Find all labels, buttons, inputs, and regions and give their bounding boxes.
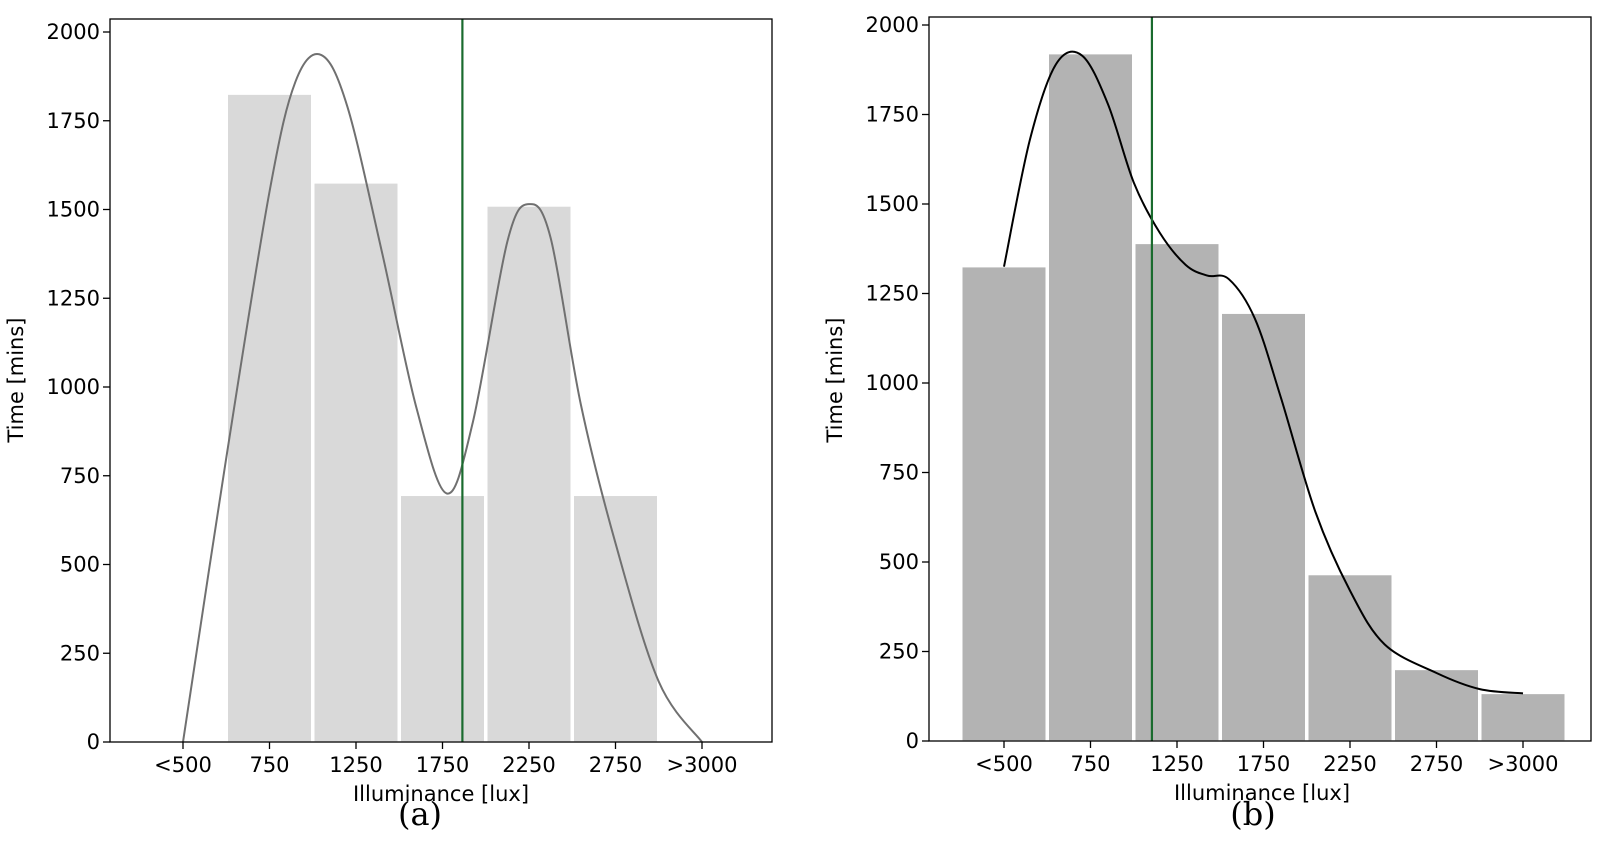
panel-b-bar-1 bbox=[1047, 52, 1134, 742]
panel-a-xtick-label-0: <500 bbox=[154, 753, 212, 777]
panel-a-xtick-label-5: 2750 bbox=[589, 753, 642, 777]
panel-a-ytick-label-2: 500 bbox=[60, 553, 100, 577]
panel-a-caption: (a) bbox=[398, 795, 442, 833]
panel-b-xtick-label-0: <500 bbox=[975, 752, 1033, 776]
panel-a: (a) Illuminance [lux] Time [mins] 0 250 50… bbox=[4, 18, 773, 833]
panel-b-ytick-label-3: 750 bbox=[879, 461, 919, 485]
panel-b-xtick-label-6: >3000 bbox=[1487, 752, 1558, 776]
panel-a-ytick-label-1: 250 bbox=[60, 641, 100, 665]
panel-b-xtick-label-1: 750 bbox=[1070, 752, 1110, 776]
panel-b-ytick-label-6: 1500 bbox=[866, 192, 919, 216]
panel-b-bar-0 bbox=[961, 265, 1047, 742]
panel-a-ytick-label-4: 1000 bbox=[47, 375, 100, 399]
panel-b-ytick-label-0: 0 bbox=[906, 729, 919, 753]
panel-b-xtick-label-3: 1750 bbox=[1237, 752, 1290, 776]
panel-a-xtick-label-6: >3000 bbox=[666, 753, 737, 777]
panel-a-xtick-label-2: 1250 bbox=[329, 753, 382, 777]
panel-a-bar-2 bbox=[399, 494, 486, 743]
panel-a-plot-frame bbox=[109, 18, 773, 743]
panel-a-bar-0 bbox=[226, 93, 313, 743]
panel-b-bar-5 bbox=[1393, 668, 1480, 742]
panel-b-xtick-label-2: 1250 bbox=[1150, 752, 1203, 776]
panel-a-density-curve bbox=[182, 53, 703, 743]
panel-b-ytick-label-5: 1250 bbox=[866, 282, 919, 306]
panel-a-bar-4 bbox=[572, 494, 659, 743]
panel-b-xtick-label-4: 2250 bbox=[1323, 752, 1376, 776]
panel-a-xtick-label-1: 750 bbox=[249, 753, 289, 777]
panel-a-bar-3 bbox=[486, 205, 572, 743]
panel-b-plot-frame bbox=[928, 16, 1592, 742]
panel-b-xtick-label-5: 2750 bbox=[1410, 752, 1463, 776]
panel-b-bar-6 bbox=[1480, 692, 1566, 742]
panel-a-ytick-label-0: 0 bbox=[87, 730, 100, 754]
panel-b-ytick-label-7: 1750 bbox=[866, 103, 919, 127]
panel-b-ytick-label-1: 250 bbox=[879, 640, 919, 664]
panel-a-bar-1 bbox=[313, 182, 399, 743]
panel-b: (b) Illuminance [lux] Time [mins] 0 250 50… bbox=[823, 13, 1592, 833]
panel-a-ytick-label-6: 1500 bbox=[47, 198, 100, 222]
panel-b-density-curve bbox=[1003, 50, 1524, 695]
panel-b-xlabel: Illuminance [lux] bbox=[1174, 781, 1350, 805]
panel-b-bar-3 bbox=[1220, 312, 1307, 742]
panel-a-ytick-label-5: 1250 bbox=[47, 286, 100, 310]
panel-b-ytick-label-2: 500 bbox=[879, 550, 919, 574]
panel-b-ytick-label-8: 2000 bbox=[866, 13, 919, 37]
panel-b-bar-2 bbox=[1134, 242, 1220, 742]
panel-a-ytick-label-3: 750 bbox=[60, 464, 100, 488]
panel-b-bar-4 bbox=[1307, 573, 1393, 742]
panel-a-ytick-label-7: 1750 bbox=[47, 109, 100, 133]
panel-a-xlabel: Illuminance [lux] bbox=[353, 782, 529, 806]
panel-a-xtick-label-3: 1750 bbox=[416, 753, 469, 777]
panel-a-xtick-label-4: 2250 bbox=[502, 753, 555, 777]
panel-b-ytick-label-4: 1000 bbox=[866, 371, 919, 395]
panel-b-ylabel: Time [mins] bbox=[823, 318, 847, 444]
panel-a-ylabel: Time [mins] bbox=[4, 318, 28, 444]
panel-a-ytick-label-8: 2000 bbox=[47, 20, 100, 44]
panel-b-caption: (b) bbox=[1230, 795, 1275, 833]
